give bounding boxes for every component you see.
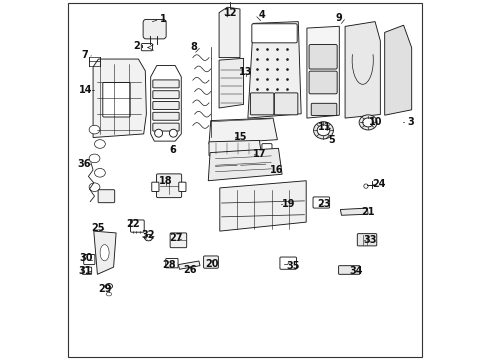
Ellipse shape	[100, 245, 109, 261]
Text: 19: 19	[281, 199, 295, 210]
Text: 8: 8	[191, 42, 197, 52]
FancyBboxPatch shape	[143, 19, 166, 39]
FancyBboxPatch shape	[153, 112, 179, 120]
FancyBboxPatch shape	[153, 91, 179, 99]
Ellipse shape	[145, 234, 152, 241]
Text: 10: 10	[368, 117, 382, 127]
FancyBboxPatch shape	[130, 220, 144, 232]
FancyBboxPatch shape	[84, 255, 95, 265]
Text: 35: 35	[287, 261, 300, 271]
Text: 5: 5	[329, 135, 336, 145]
FancyBboxPatch shape	[166, 258, 178, 268]
Text: 12: 12	[224, 8, 237, 18]
Polygon shape	[209, 140, 261, 156]
FancyBboxPatch shape	[204, 256, 219, 268]
Text: 25: 25	[91, 222, 105, 233]
Text: 3: 3	[407, 117, 414, 127]
FancyBboxPatch shape	[274, 93, 298, 115]
FancyBboxPatch shape	[98, 190, 115, 203]
FancyBboxPatch shape	[280, 257, 296, 269]
Polygon shape	[385, 25, 412, 115]
FancyBboxPatch shape	[153, 102, 179, 109]
Ellipse shape	[89, 125, 100, 134]
FancyBboxPatch shape	[141, 44, 152, 51]
Polygon shape	[94, 231, 116, 274]
Ellipse shape	[317, 125, 330, 136]
Polygon shape	[248, 22, 301, 118]
Text: 16: 16	[270, 165, 283, 175]
Text: 30: 30	[79, 253, 93, 264]
Polygon shape	[307, 26, 339, 118]
FancyBboxPatch shape	[309, 71, 337, 94]
Ellipse shape	[95, 140, 105, 148]
Ellipse shape	[359, 115, 377, 130]
Polygon shape	[208, 148, 282, 181]
Ellipse shape	[95, 168, 105, 177]
FancyBboxPatch shape	[82, 267, 92, 274]
FancyBboxPatch shape	[156, 174, 182, 198]
Text: 4: 4	[259, 10, 266, 20]
Ellipse shape	[170, 129, 177, 137]
Text: 26: 26	[184, 265, 197, 275]
Text: 22: 22	[126, 219, 140, 229]
Text: 6: 6	[169, 145, 175, 156]
FancyBboxPatch shape	[339, 266, 360, 274]
Text: 13: 13	[239, 67, 252, 77]
Text: 21: 21	[361, 207, 375, 217]
Polygon shape	[345, 22, 380, 118]
Text: 11: 11	[318, 122, 332, 132]
Text: 18: 18	[159, 176, 172, 186]
Text: 17: 17	[253, 149, 267, 159]
Text: 24: 24	[372, 179, 386, 189]
FancyBboxPatch shape	[153, 123, 179, 131]
Text: 23: 23	[318, 199, 331, 210]
Ellipse shape	[89, 154, 100, 163]
FancyBboxPatch shape	[357, 234, 377, 246]
FancyBboxPatch shape	[252, 24, 297, 43]
FancyBboxPatch shape	[311, 103, 337, 116]
Ellipse shape	[314, 122, 333, 139]
Text: 29: 29	[98, 284, 112, 294]
Text: 15: 15	[234, 132, 247, 142]
Text: 20: 20	[205, 258, 219, 269]
Polygon shape	[220, 181, 306, 231]
Text: 36: 36	[77, 159, 91, 169]
FancyBboxPatch shape	[179, 182, 186, 192]
Ellipse shape	[105, 284, 113, 289]
Polygon shape	[219, 58, 244, 108]
FancyBboxPatch shape	[313, 197, 330, 208]
FancyBboxPatch shape	[309, 45, 337, 69]
Polygon shape	[93, 59, 147, 138]
Text: 2: 2	[133, 41, 140, 51]
Text: 31: 31	[78, 266, 92, 276]
Polygon shape	[341, 208, 368, 215]
Ellipse shape	[363, 118, 373, 127]
Text: 7: 7	[81, 50, 88, 60]
Text: 9: 9	[335, 13, 342, 23]
Polygon shape	[178, 261, 200, 269]
Text: 27: 27	[169, 233, 183, 243]
Polygon shape	[219, 7, 240, 58]
Polygon shape	[209, 118, 277, 144]
Ellipse shape	[89, 183, 100, 192]
FancyBboxPatch shape	[262, 144, 272, 153]
FancyBboxPatch shape	[153, 80, 179, 88]
Text: 33: 33	[364, 235, 377, 246]
Ellipse shape	[106, 292, 112, 296]
Ellipse shape	[364, 184, 368, 188]
FancyBboxPatch shape	[250, 93, 274, 115]
Text: 1: 1	[160, 14, 166, 24]
FancyBboxPatch shape	[103, 82, 130, 117]
Text: 28: 28	[162, 260, 175, 270]
Ellipse shape	[155, 129, 163, 137]
Text: 14: 14	[79, 85, 93, 95]
Text: 32: 32	[142, 230, 155, 240]
FancyBboxPatch shape	[152, 182, 159, 192]
Polygon shape	[151, 66, 181, 141]
FancyBboxPatch shape	[170, 233, 187, 248]
Text: 34: 34	[349, 266, 363, 276]
